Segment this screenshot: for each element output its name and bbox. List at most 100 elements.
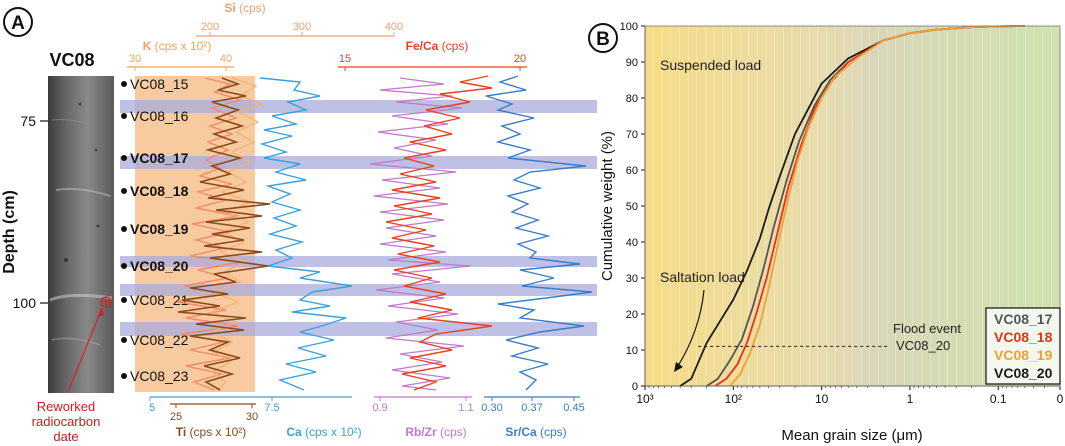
- sample-label: VC08_19: [130, 221, 189, 237]
- bottom-axis-sr-ca: 0.30 0.37 0.45 Sr/Ca (cps): [481, 396, 585, 439]
- annotation-flood-sample: VC08_20: [896, 338, 950, 353]
- ca-profile: [259, 77, 353, 391]
- y-tick-label: 90: [626, 57, 638, 69]
- y-tick-label: 60: [626, 165, 638, 177]
- sample-label: VC08_21: [130, 292, 189, 308]
- annotation-date: date: [53, 429, 78, 444]
- band-5: [120, 322, 597, 336]
- rb-zr-profile: [369, 77, 471, 391]
- annotation-radiocarbon: radiocarbon: [32, 414, 101, 429]
- sample-label: VC08_17: [130, 150, 189, 166]
- x-axis-label: Mean grain size (μm): [781, 427, 922, 444]
- y-axis-label: Cumulative weight (%): [599, 131, 616, 281]
- fe-ca-profile: [385, 75, 493, 391]
- x-tick-label: 10²: [725, 392, 742, 406]
- sample-dot: [121, 113, 127, 119]
- sample-dot: [121, 188, 127, 194]
- legend-item: VC08_17: [994, 311, 1053, 327]
- legend-box: [985, 307, 1061, 385]
- si-tick-400: 400: [385, 21, 403, 33]
- legend: VC08_17 VC08_18 VC08_19 VC08_20: [985, 307, 1061, 385]
- radiocarbon-marker-icon: [100, 296, 112, 308]
- panel-b-label: B: [596, 29, 610, 50]
- bottom-axis-ca: 5 7.5 Ca (cps x 10²): [149, 396, 362, 439]
- sr-ca-tick-0-37: 0.37: [521, 402, 542, 414]
- k-tick-30: 30: [129, 53, 141, 65]
- sample-label: VC08_18: [130, 183, 189, 199]
- y-tick-label: 0: [632, 381, 638, 393]
- sample-label: VC08_16: [130, 108, 189, 124]
- ca-axis-title: Ca (cps x 10²): [286, 425, 361, 439]
- radiocarbon-pointer: [67, 307, 103, 393]
- y-tick-label: 30: [626, 273, 638, 285]
- ti-tick-30: 30: [246, 411, 258, 423]
- legend-item: VC08_19: [994, 347, 1053, 363]
- band-3: [120, 256, 597, 267]
- si-tick-200: 200: [201, 21, 219, 33]
- rb-zr-tick-1-1: 1.1: [458, 402, 473, 414]
- depth-axis-label: Depth (cm): [1, 190, 18, 274]
- flood-bands: [120, 100, 597, 336]
- sample-dot: [121, 81, 127, 87]
- panel-a-label-circle: [3, 7, 33, 37]
- curves: [679, 25, 1025, 387]
- top-axis-k: K (cps x 10²) 30 40: [127, 39, 234, 71]
- annotation-suspended-load: Suspended load: [660, 57, 761, 73]
- sr-ca-tick-0-30: 0.30: [481, 402, 502, 414]
- band-2: [120, 156, 597, 169]
- top-axis-fe-ca: Fe/Ca (cps) 15 20: [338, 39, 527, 71]
- saltation-arrow: [677, 289, 705, 367]
- band-1: [120, 100, 597, 113]
- depth-tick-label-100: 100: [13, 295, 37, 311]
- series-vc08-19: [729, 25, 1025, 387]
- sample-dot: [121, 155, 127, 161]
- sample-label: VC08_20: [130, 258, 189, 274]
- x-tick-label: 10³: [636, 392, 653, 406]
- sample-dot: [121, 337, 127, 343]
- sr-ca-axis-title: Sr/Ca (cps): [505, 425, 566, 439]
- y-tick-label: 80: [626, 93, 638, 105]
- x-tick-label: 0.1: [990, 392, 1007, 406]
- fe-ca-tick-15: 15: [339, 53, 351, 65]
- top-axis-si: Si (cps) 200 300 400: [196, 1, 403, 37]
- depth-tick-label-75: 75: [20, 113, 36, 129]
- y-tick-label: 70: [626, 129, 638, 141]
- panel-b-label-circle: [588, 23, 618, 53]
- y-tick-label: 10: [626, 345, 638, 357]
- ti-profile: [177, 77, 271, 391]
- sample-labels: VC08_15 VC08_16 VC08_17 VC08_18 VC08_19 VC08_…: [121, 76, 189, 384]
- k-tick-40: 40: [220, 53, 232, 65]
- fe-ca-tick-20: 20: [514, 53, 526, 65]
- bottom-axis-rb-zr: 0.9 1.1 Rb/Zr (cps): [372, 396, 474, 439]
- k-axis-title: K (cps x 10²): [143, 39, 212, 53]
- y-tick-label: 100: [620, 21, 638, 33]
- sample-label: VC08_22: [130, 332, 189, 348]
- x-tick-label: 0: [1057, 392, 1064, 406]
- rb-zr-tick-0-9: 0.9: [372, 402, 387, 414]
- fe-ca-axis-title: Fe/Ca (cps): [406, 39, 469, 53]
- ti-tick-25: 25: [170, 411, 182, 423]
- band-4: [120, 284, 597, 296]
- ti-axis-title: Ti (cps x 10²): [176, 425, 246, 439]
- sample-label: VC08_23: [130, 368, 189, 384]
- ca-tick-7-5: 7.5: [264, 402, 279, 414]
- core-name: VC08: [49, 50, 94, 70]
- annotation-saltation-load: Saltation load: [660, 269, 745, 285]
- sample-dot: [121, 226, 127, 232]
- sample-label: VC08_15: [130, 76, 189, 92]
- legend-item: VC08_20: [994, 365, 1053, 381]
- sample-dot: [121, 373, 127, 379]
- annotation-reworked: Reworked: [37, 399, 96, 414]
- si-axis-title: Si (cps): [224, 1, 265, 15]
- profiles: [177, 75, 593, 391]
- y-axis: 0 10 20 30 40 50 60 70 80 90 100: [620, 21, 646, 393]
- core-image: [48, 76, 114, 393]
- panel-a: A VC08 Depth (cm) 75 100 Reworked radioc…: [1, 1, 597, 444]
- bottom-axis-ti: 25 30 Ti (cps x 10²): [170, 403, 258, 439]
- sr-ca-profile: [485, 75, 593, 391]
- x-axis: 10³ 10² 10 1 0.1 0: [636, 385, 1064, 406]
- x-tick-label: 1: [907, 392, 914, 406]
- annotation-flood-event: Flood event: [893, 321, 961, 336]
- rb-zr-axis-title: Rb/Zr (cps): [405, 425, 466, 439]
